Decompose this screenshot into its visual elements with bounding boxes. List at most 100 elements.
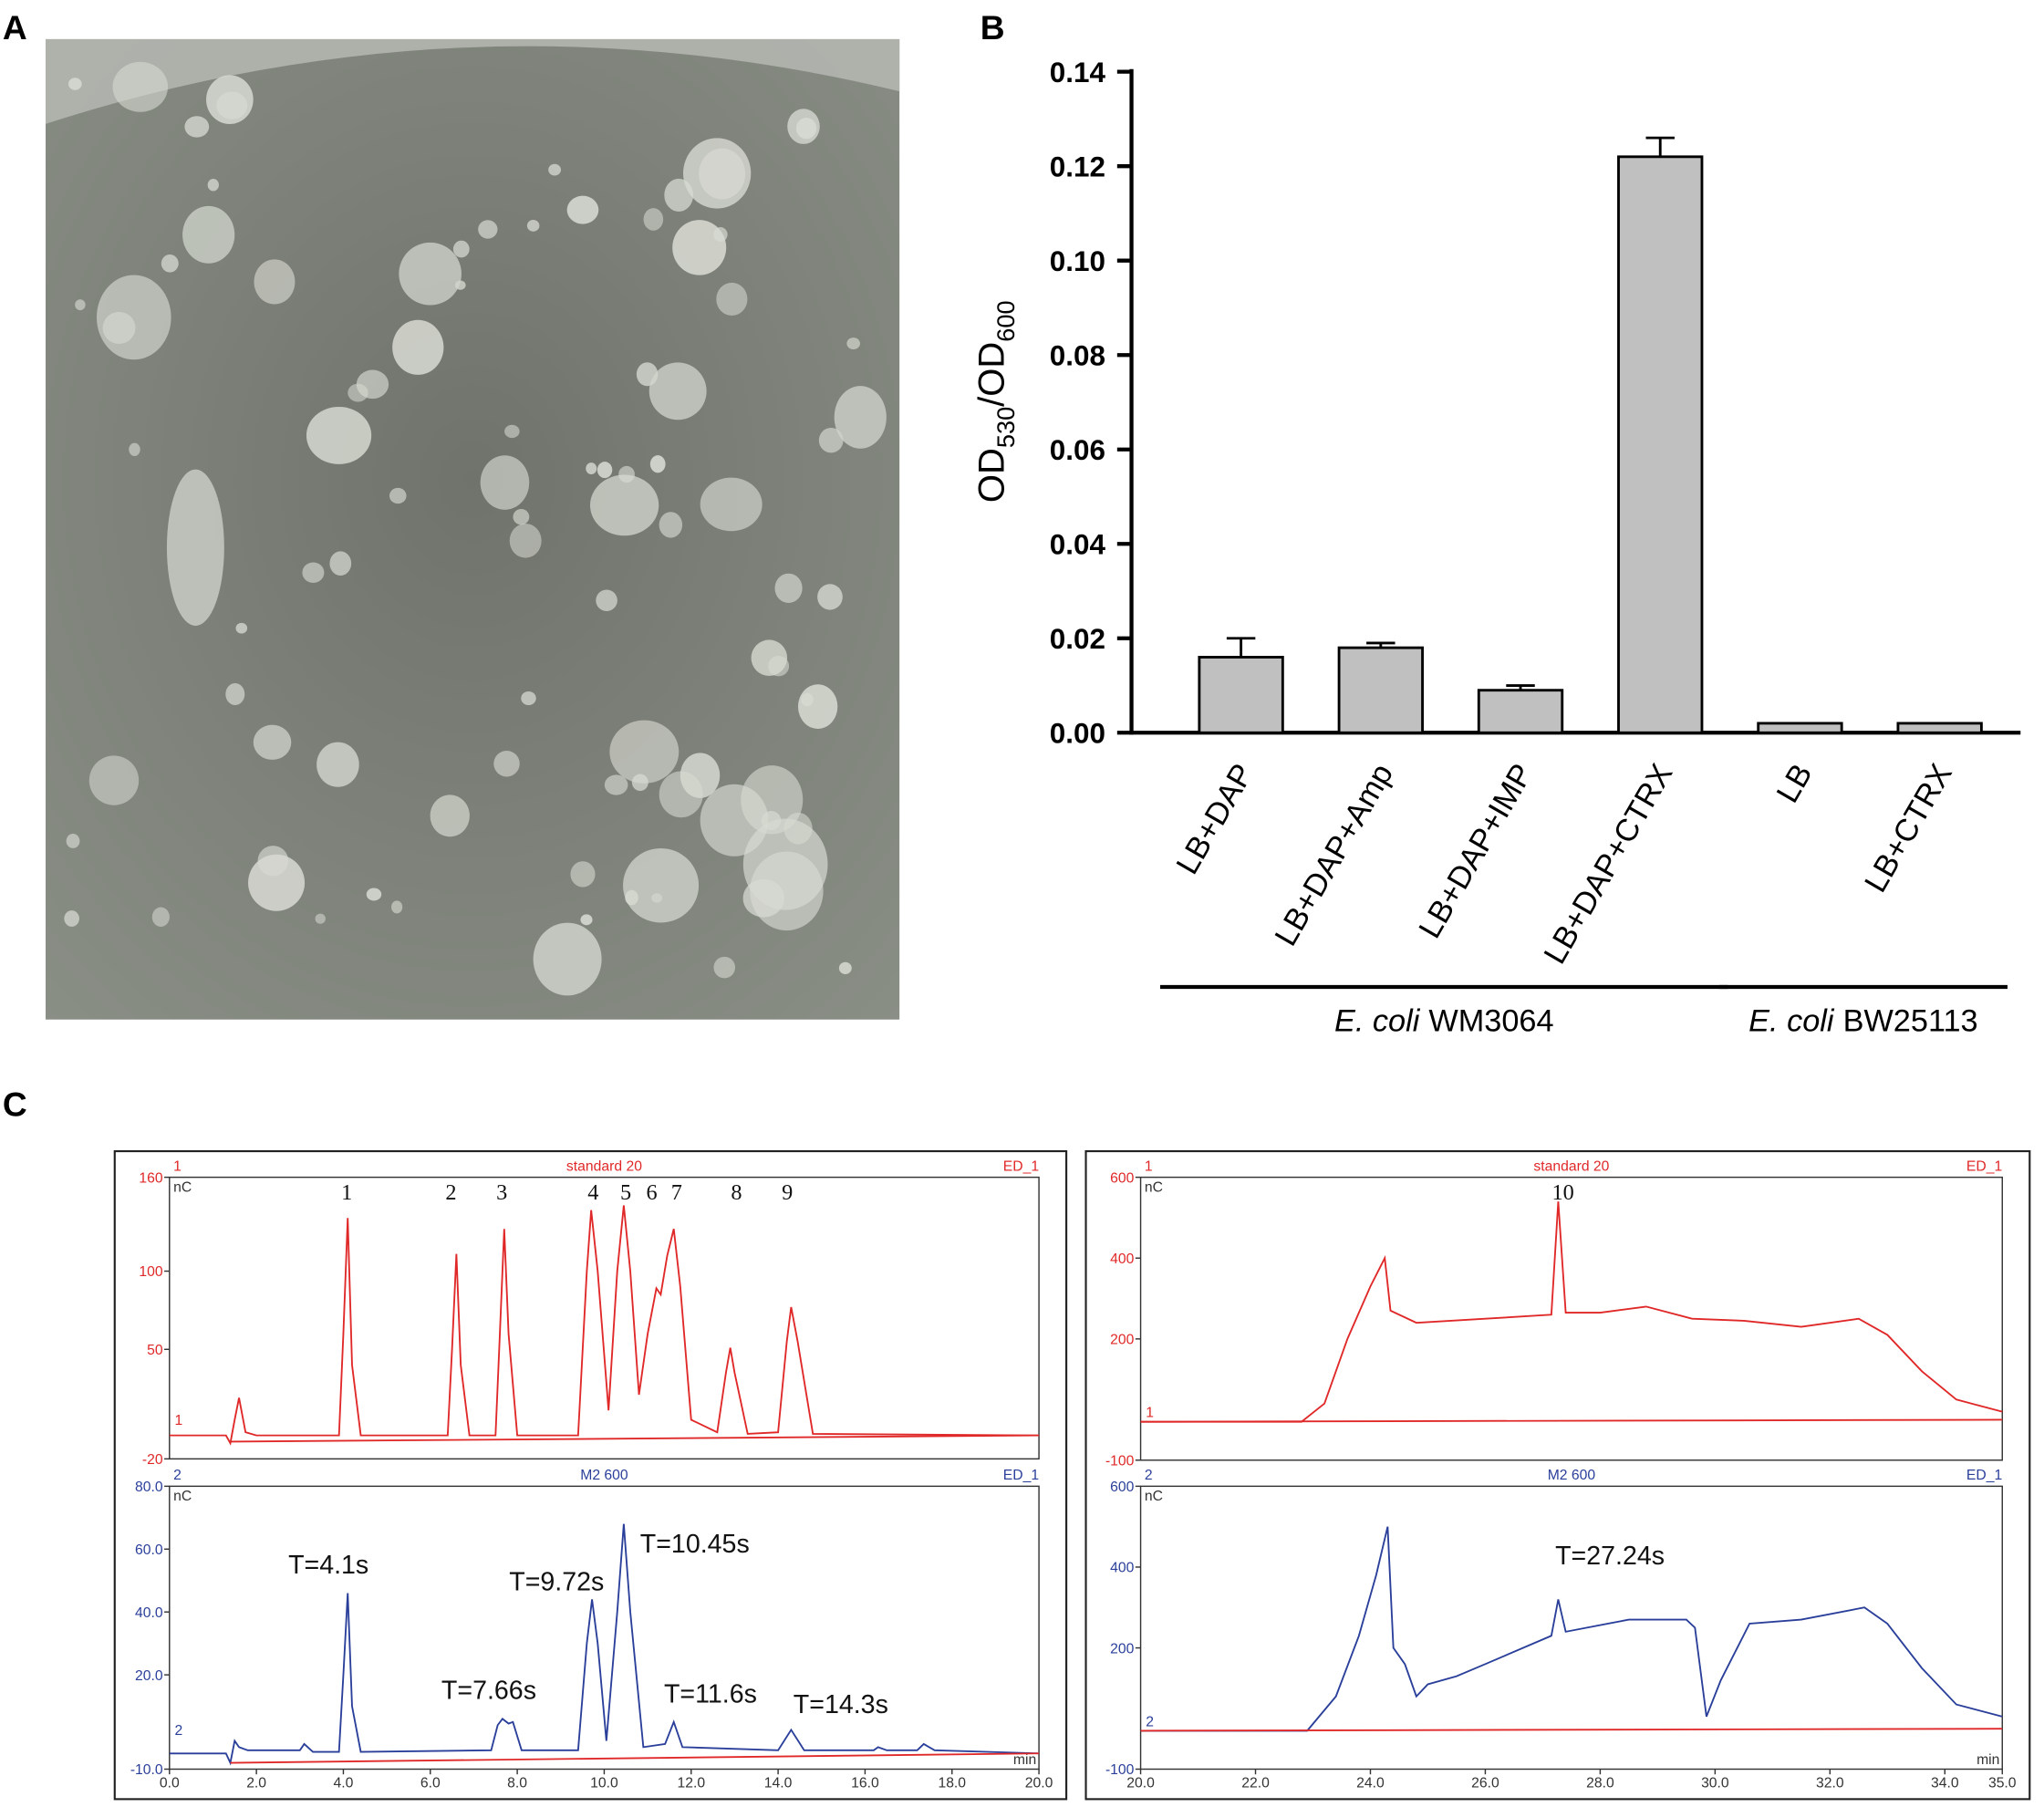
bar (1337, 646, 1424, 734)
y-unit: nC (1145, 1179, 1163, 1195)
colony (659, 512, 683, 538)
colony (399, 242, 462, 306)
peak-annotation: 3 (496, 1180, 507, 1205)
y-tick-label: 50 (147, 1343, 163, 1358)
peak-annotation: 4 (587, 1180, 598, 1205)
y-tick-label: 0.00 (1050, 718, 1105, 750)
y-label-subscript: 600 (991, 300, 1020, 341)
trace (1140, 1418, 2003, 1423)
group-strain: WM3064 (1428, 1004, 1553, 1039)
detector: ED_1 (1003, 1158, 1039, 1174)
peak-annotation: 10 (1551, 1180, 1573, 1205)
plot-frame (1139, 1176, 2003, 1461)
colony (504, 424, 520, 439)
group-species: E. coli (1748, 1004, 1835, 1039)
x-tick-label: 26.0 (1471, 1776, 1499, 1791)
peak-annotation: 7 (671, 1180, 682, 1205)
trace-title: standard 20 (1533, 1158, 1609, 1174)
colony (713, 956, 736, 979)
y-tick-label: -100 (1105, 1762, 1135, 1778)
peak-annotation: T=27.24s (1555, 1542, 1665, 1571)
x-unit: min (1013, 1752, 1036, 1768)
trace (169, 1523, 1040, 1766)
colony (151, 907, 170, 927)
colony (716, 282, 748, 317)
x-tick-label: 32.0 (1816, 1776, 1844, 1791)
peak-annotation: 5 (620, 1180, 631, 1205)
colony (493, 750, 520, 777)
colony (625, 889, 638, 906)
colony (817, 584, 843, 610)
colony (604, 774, 628, 795)
colony (75, 299, 86, 311)
trace-title: M2 600 (1548, 1468, 1596, 1483)
channel-number: 2 (173, 1468, 182, 1483)
colony (774, 573, 803, 603)
colony (597, 462, 613, 479)
colony (570, 861, 596, 888)
y-tick-label: -20 (142, 1452, 163, 1468)
x-tick-label: 20.0 (1126, 1776, 1155, 1791)
colony (182, 205, 235, 264)
bar (1477, 689, 1564, 734)
detector: ED_1 (1003, 1468, 1039, 1483)
colony (623, 847, 700, 923)
x-tick-label: LB+DAP+CTRX (1538, 758, 1680, 970)
y-tick-label: 40.0 (135, 1605, 163, 1621)
peak-annotation: 8 (731, 1180, 742, 1205)
group-label: E. coli WM3064 (1334, 1004, 1554, 1039)
error-bar (1366, 641, 1396, 649)
colony (580, 914, 593, 926)
trace (169, 1205, 1040, 1446)
colony (184, 116, 210, 138)
y-unit: nC (173, 1489, 192, 1504)
colony (664, 178, 694, 212)
colony (700, 784, 769, 857)
colony (248, 854, 306, 911)
x-tick-label: 24.0 (1356, 1776, 1385, 1791)
colony (631, 774, 648, 792)
colony (478, 220, 498, 239)
colony (207, 178, 219, 192)
colony (389, 487, 407, 504)
x-tick-label: 14.0 (764, 1776, 793, 1791)
colony (66, 833, 80, 848)
colony (834, 386, 887, 449)
y-tick-label: 100 (139, 1264, 162, 1280)
colony (589, 474, 659, 536)
y-tick-label: 0.14 (1050, 57, 1106, 88)
baseline-channel: 1 (175, 1413, 183, 1428)
colony (596, 589, 617, 612)
x-tick-label: 4.0 (334, 1776, 354, 1791)
colony (96, 275, 171, 360)
y-tick-label: -100 (1105, 1453, 1135, 1469)
detector: ED_1 (1966, 1158, 2002, 1174)
y-tick-label: 600 (1110, 1480, 1134, 1495)
colony (329, 551, 352, 576)
plate-rim (46, 38, 900, 124)
colony (672, 220, 727, 275)
colony (315, 913, 326, 924)
colony (838, 961, 852, 974)
x-tick-label: 16.0 (851, 1776, 879, 1791)
y-tick-label: 0.04 (1050, 529, 1106, 561)
y-tick-label: 20.0 (135, 1668, 163, 1684)
plot-frame (169, 1485, 1040, 1771)
x-tick-label: 34.0 (1931, 1776, 1959, 1791)
trace (1140, 1526, 2003, 1732)
y-tick-label: 0.08 (1050, 340, 1105, 372)
panel-letter: A (3, 8, 27, 47)
channel-number: 2 (1145, 1468, 1153, 1483)
colony (649, 455, 666, 473)
error-bar (1506, 684, 1535, 691)
peak-annotation: T=14.3s (794, 1690, 888, 1719)
baseline-channel: 1 (1146, 1406, 1154, 1421)
colony (533, 922, 602, 996)
colony (801, 692, 814, 707)
y-tick-label: 0.12 (1050, 151, 1105, 183)
x-tick-label: 20.0 (1025, 1776, 1053, 1791)
colony (509, 523, 542, 558)
colony (366, 888, 382, 901)
colony (609, 720, 680, 784)
colony (64, 910, 79, 927)
